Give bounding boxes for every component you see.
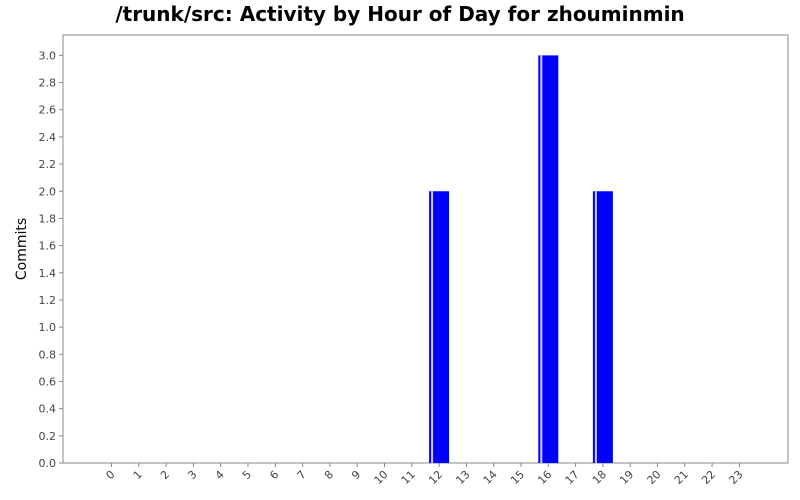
x-tick-label: 12 (426, 468, 445, 487)
y-axis-label: Commits (14, 218, 30, 280)
x-tick-label: 9 (349, 468, 363, 482)
x-tick-label: 20 (645, 468, 664, 487)
y-tick-label: 0.2 (39, 430, 57, 443)
y-tick-label: 0.4 (39, 403, 57, 416)
y-axis: 0.0 0.2 0.4 0.6 0.8 1.0 1.2 1.4 1.6 1.8 2.0 2.2 2.4 2… (39, 35, 64, 470)
y-tick-label: 2.6 (39, 104, 57, 117)
x-tick-label: 6 (267, 468, 281, 482)
y-tick-label: 3.0 (39, 49, 57, 62)
x-tick-label: 18 (590, 468, 609, 487)
x-tick-label: 1 (131, 468, 145, 482)
y-tick-label: 0.8 (39, 348, 57, 361)
x-tick-label: 19 (617, 468, 636, 487)
y-tick-label: 1.6 (39, 240, 57, 253)
x-tick-label: 5 (240, 468, 254, 482)
y-tick-label: 1.0 (39, 321, 57, 334)
y-tick-label: 0.6 (39, 375, 57, 388)
y-tick-label: 2.2 (39, 158, 57, 171)
x-tick-label: 13 (453, 468, 472, 487)
x-tick-label: 7 (295, 468, 309, 482)
bar-hour-12 (429, 191, 450, 463)
x-tick-label: 14 (481, 468, 500, 487)
x-tick-label: 23 (726, 468, 745, 487)
x-tick-label: 4 (213, 468, 227, 482)
bar-highlight (540, 55, 543, 463)
bar-highlight (594, 191, 597, 463)
x-tick-label: 21 (672, 468, 691, 487)
x-tick-label: 15 (508, 468, 527, 487)
bar-hour-16 (538, 55, 559, 463)
bars (429, 55, 613, 463)
x-tick-label: 17 (563, 468, 582, 487)
x-axis: 0 1 2 3 4 5 6 7 8 9 10 11 12 13 14 15 16 17 18 19 20 21 22 23 (63, 462, 788, 487)
y-tick-label: 2.4 (39, 131, 57, 144)
x-tick-label: 16 (535, 468, 554, 487)
bar-hour-18 (592, 191, 613, 463)
y-tick-label: 1.4 (39, 267, 57, 280)
x-tick-label: 2 (158, 468, 172, 482)
y-tick-label: 1.2 (39, 294, 57, 307)
bar-highlight (431, 191, 434, 463)
chart-title: /trunk/src: Activity by Hour of Day for … (115, 2, 685, 26)
x-tick-label: 8 (322, 468, 336, 482)
y-tick-label: 1.8 (39, 212, 57, 225)
x-tick-label: 0 (103, 468, 117, 482)
x-tick-label: 10 (372, 468, 391, 487)
x-tick-label: 3 (185, 468, 199, 482)
y-tick-label: 2.0 (39, 185, 57, 198)
x-tick-label: 22 (699, 468, 718, 487)
x-tick-label: 11 (399, 468, 418, 487)
y-tick-label: 2.8 (39, 77, 57, 90)
y-tick-label: 0.0 (39, 457, 57, 470)
plot-background (62, 34, 789, 464)
